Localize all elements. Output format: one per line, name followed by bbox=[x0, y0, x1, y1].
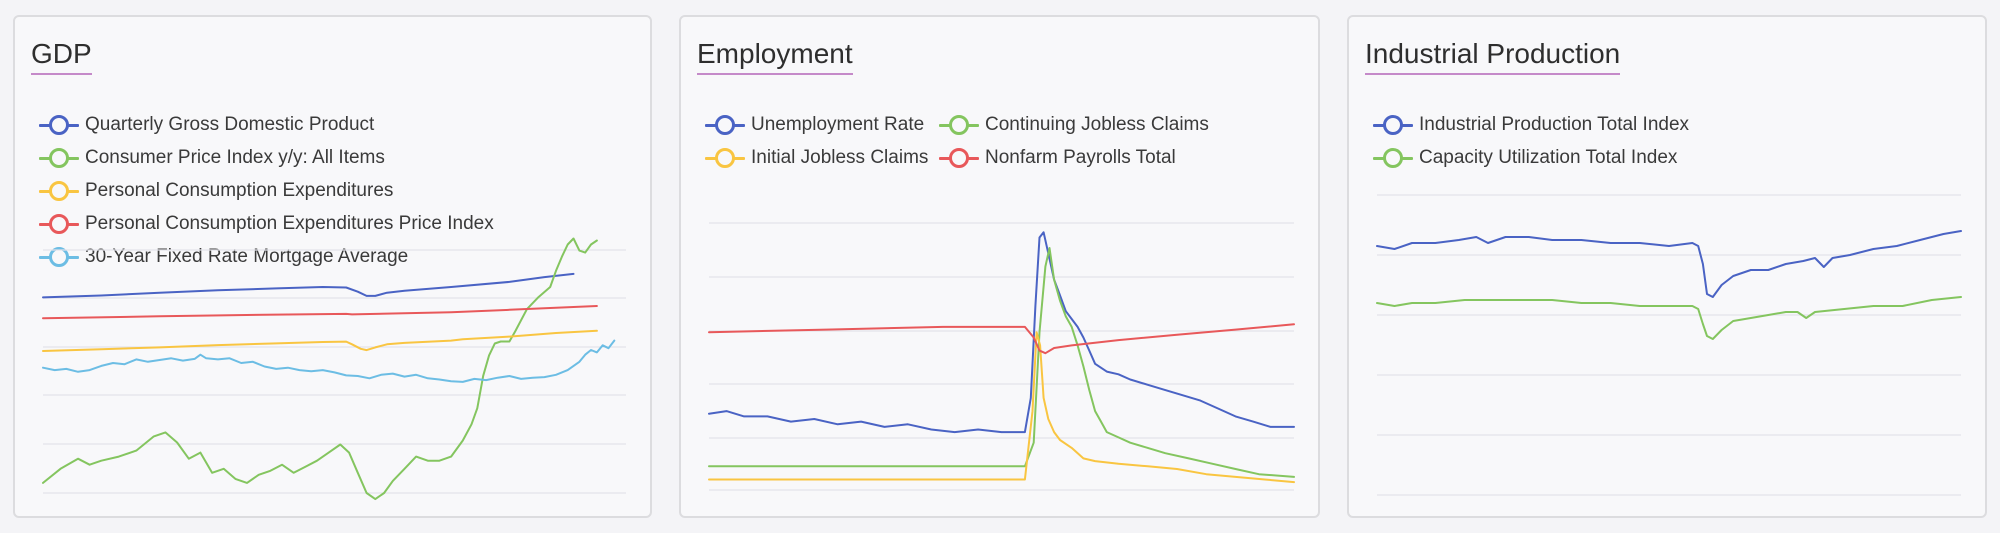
legend-marker-icon bbox=[705, 148, 745, 168]
industrial-production-line-chart bbox=[1376, 194, 1962, 496]
page-title: GDP bbox=[31, 37, 92, 75]
page-title: Industrial Production bbox=[1365, 37, 1621, 75]
gridlines bbox=[709, 222, 1294, 491]
series-line-personal-consumption-expenditures bbox=[42, 329, 598, 352]
legend-label: Continuing Jobless Claims bbox=[985, 114, 1209, 135]
legend-label: Nonfarm Payrolls Total bbox=[985, 147, 1176, 168]
legend-marker-icon bbox=[39, 115, 79, 135]
legend-marker-icon bbox=[705, 115, 745, 135]
series-line-industrial-production-total-index bbox=[1376, 230, 1962, 298]
series-line-initial-jobless-claims bbox=[708, 331, 1295, 484]
legend-marker-icon bbox=[39, 148, 79, 168]
legend-label: Consumer Price Index y/y: All Items bbox=[85, 147, 385, 168]
series-line-nonfarm-payrolls-total bbox=[708, 323, 1295, 355]
page-title: Employment bbox=[697, 37, 853, 75]
gridlines bbox=[1377, 194, 1961, 496]
series-line-quarterly-gross-domestic-product bbox=[42, 272, 575, 299]
legend-marker-icon bbox=[1373, 148, 1413, 168]
legend-label: Personal Consumption Expenditures Price … bbox=[85, 213, 494, 234]
legend-marker-icon bbox=[939, 148, 979, 168]
legend-marker-icon bbox=[1373, 115, 1413, 135]
legend-marker-icon bbox=[939, 115, 979, 135]
legend-label: Industrial Production Total Index bbox=[1419, 114, 1690, 135]
series-line-personal-consumption-expenditures-price-index bbox=[42, 305, 598, 320]
employment-line-chart bbox=[708, 222, 1295, 491]
gdp-panel: GDP Quarterly Gross Domestic Product Cons… bbox=[13, 15, 652, 518]
gdp-line-chart bbox=[42, 237, 626, 501]
legend-label: Quarterly Gross Domestic Product bbox=[85, 114, 375, 135]
legend-label: Initial Jobless Claims bbox=[751, 147, 929, 168]
series-line-capacity-utilization-total-index bbox=[1376, 296, 1962, 340]
legend-label: 30-Year Fixed Rate Mortgage Average bbox=[85, 246, 409, 267]
legend-label: Unemployment Rate bbox=[751, 114, 925, 135]
legend-marker-icon bbox=[39, 214, 79, 234]
legend-marker-icon bbox=[39, 247, 79, 267]
legend-marker-icon bbox=[39, 181, 79, 201]
series-line-consumer-price-index-y-y-all-items bbox=[42, 237, 598, 501]
series-line-continuing-jobless-claims bbox=[708, 247, 1295, 478]
industrial-production-panel: Industrial Production Industrial Product… bbox=[1347, 15, 1987, 518]
legend-label: Personal Consumption Expenditures bbox=[85, 180, 394, 201]
employment-panel: Employment Unemployment Rate Continuing J… bbox=[679, 15, 1320, 518]
series-line-30-year-fixed-rate-mortgage-average bbox=[42, 339, 616, 383]
legend-label: Capacity Utilization Total Index bbox=[1419, 147, 1678, 168]
